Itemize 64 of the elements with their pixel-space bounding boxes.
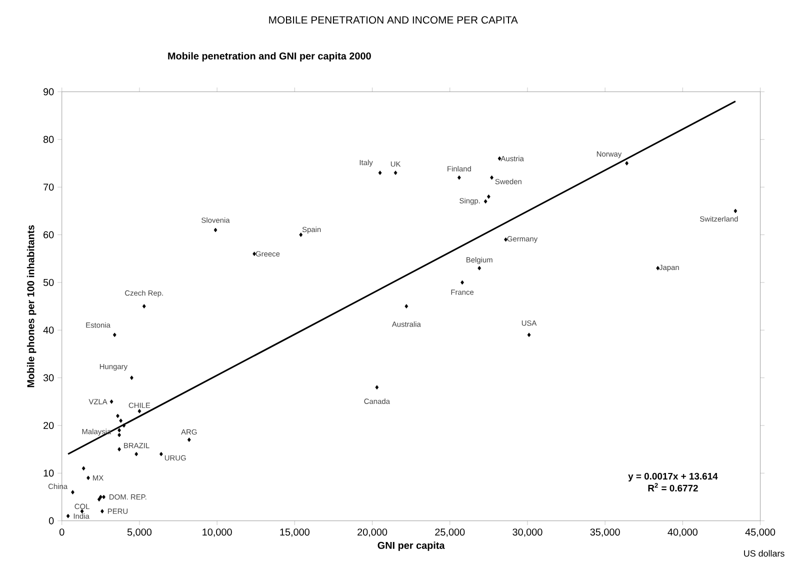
point	[484, 199, 488, 204]
annotation: R$^{2}$ = 0.6772	[648, 483, 698, 492]
point	[734, 208, 738, 214]
x-tick-label: 20,000	[358, 528, 388, 537]
point	[490, 176, 494, 180]
point	[86, 476, 90, 480]
point	[66, 514, 70, 518]
x-tick-label: 0	[59, 528, 64, 536]
x-tick-label: 40,000	[668, 528, 698, 537]
point	[486, 194, 490, 199]
y-tick-label: 50	[43, 279, 54, 286]
point	[160, 452, 163, 456]
point	[110, 400, 114, 404]
chart-title: MOBILE PENETRATION AND INCOME PER CAPITA	[269, 16, 518, 24]
point	[130, 376, 134, 380]
x-tick-label: 30,000	[512, 528, 542, 537]
point	[102, 494, 106, 500]
point	[134, 452, 138, 456]
y-tick-label: 90	[44, 88, 54, 96]
point	[187, 438, 191, 442]
point	[112, 332, 116, 338]
point	[625, 161, 628, 166]
point	[460, 280, 464, 285]
point	[478, 266, 482, 270]
y-tick-label: 40	[43, 326, 54, 334]
x-axis-title: GNI per capita	[378, 542, 445, 552]
x-tick-label: 10,000	[202, 528, 232, 537]
point	[142, 304, 146, 309]
y-tick-label: 20	[44, 422, 54, 430]
point	[116, 414, 120, 418]
x-tick-label: 35,000	[590, 528, 620, 537]
point	[119, 418, 123, 424]
point	[118, 428, 121, 433]
x-tick-label: 15,000	[280, 528, 310, 537]
point	[404, 304, 408, 309]
point	[82, 466, 86, 471]
point	[375, 385, 379, 390]
x-tick-label: 25,000	[435, 528, 465, 537]
point	[97, 497, 101, 502]
x-tick-label: 45,000	[745, 528, 776, 537]
point	[118, 447, 121, 452]
point	[378, 170, 382, 176]
y-tick-label: 10	[44, 470, 54, 477]
y-tick-label: 60	[44, 231, 54, 238]
y-tick-label: 0	[48, 517, 54, 524]
point	[527, 332, 531, 338]
point	[457, 176, 461, 180]
y-tick-label: 80	[43, 136, 54, 144]
y-axis-title: Mobile phones per 100 inhabitants	[26, 225, 36, 388]
chart-subtitle: Mobile penetration and GNI per capita 2000	[168, 52, 371, 62]
point	[138, 409, 142, 414]
annotation: y = 0.0017x + 13.614	[628, 473, 718, 482]
point	[100, 509, 104, 514]
point	[394, 170, 398, 176]
point	[214, 228, 218, 232]
point	[71, 490, 74, 495]
x-tick-label: 5,000	[127, 528, 152, 537]
point	[122, 423, 126, 428]
point	[118, 432, 121, 438]
point	[98, 494, 102, 500]
y-tick-label: 70	[44, 184, 54, 191]
point	[299, 232, 303, 238]
text: US dollars	[744, 550, 784, 557]
y-tick-label: 30	[43, 374, 54, 382]
